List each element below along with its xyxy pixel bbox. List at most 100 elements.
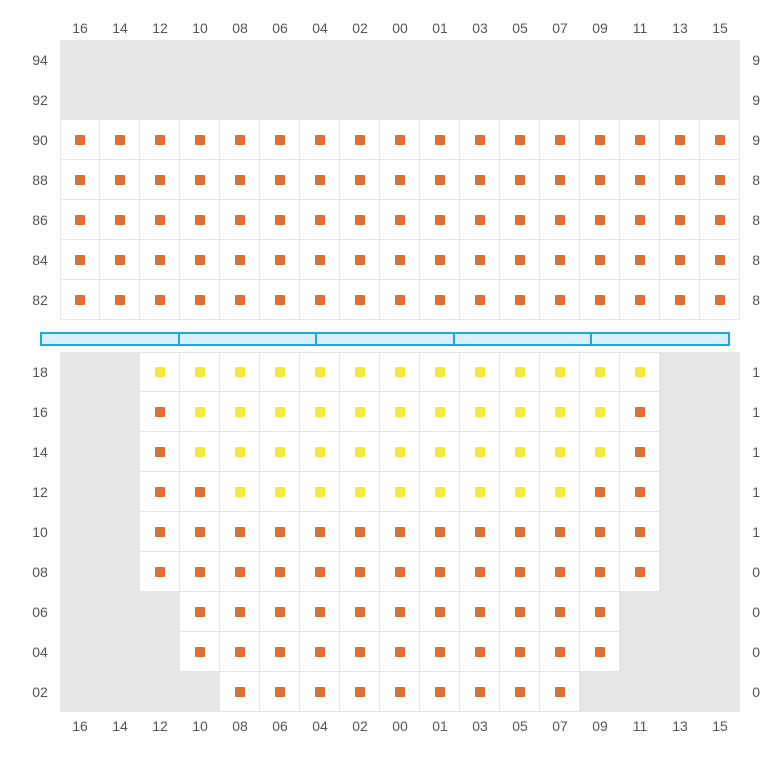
seat-cell[interactable] <box>220 472 260 512</box>
seat-cell[interactable] <box>60 240 100 280</box>
seat-cell[interactable] <box>140 512 180 552</box>
seat-cell[interactable] <box>180 512 220 552</box>
seat-cell[interactable] <box>140 352 180 392</box>
seat-cell[interactable] <box>140 472 180 512</box>
seat-cell[interactable] <box>660 280 700 320</box>
seat-cell[interactable] <box>620 512 660 552</box>
seat-cell[interactable] <box>620 120 660 160</box>
seat-cell[interactable] <box>540 632 580 672</box>
seat-cell[interactable] <box>140 160 180 200</box>
seat-cell[interactable] <box>260 200 300 240</box>
seat-cell[interactable] <box>260 280 300 320</box>
seat-cell[interactable] <box>140 120 180 160</box>
seat-cell[interactable] <box>460 432 500 472</box>
seat-cell[interactable] <box>340 392 380 432</box>
seat-cell[interactable] <box>380 472 420 512</box>
seat-cell[interactable] <box>700 120 740 160</box>
seat-cell[interactable] <box>100 280 140 320</box>
seat-cell[interactable] <box>540 672 580 712</box>
seat-cell[interactable] <box>380 552 420 592</box>
seat-cell[interactable] <box>500 512 540 552</box>
seat-cell[interactable] <box>140 552 180 592</box>
seat-cell[interactable] <box>260 672 300 712</box>
seat-cell[interactable] <box>180 280 220 320</box>
seat-cell[interactable] <box>300 552 340 592</box>
seat-cell[interactable] <box>460 120 500 160</box>
seat-cell[interactable] <box>380 592 420 632</box>
seat-cell[interactable] <box>260 632 300 672</box>
seat-cell[interactable] <box>380 432 420 472</box>
seat-cell[interactable] <box>620 160 660 200</box>
seat-cell[interactable] <box>540 200 580 240</box>
seat-cell[interactable] <box>180 392 220 432</box>
seat-cell[interactable] <box>420 352 460 392</box>
seat-cell[interactable] <box>460 392 500 432</box>
seat-cell[interactable] <box>140 392 180 432</box>
seat-cell[interactable] <box>420 672 460 712</box>
seat-cell[interactable] <box>100 240 140 280</box>
seat-cell[interactable] <box>500 672 540 712</box>
seat-cell[interactable] <box>540 352 580 392</box>
seat-cell[interactable] <box>100 120 140 160</box>
seat-cell[interactable] <box>660 160 700 200</box>
seat-cell[interactable] <box>300 432 340 472</box>
seat-cell[interactable] <box>300 632 340 672</box>
seat-cell[interactable] <box>380 240 420 280</box>
seat-cell[interactable] <box>100 200 140 240</box>
seat-cell[interactable] <box>300 120 340 160</box>
seat-cell[interactable] <box>540 120 580 160</box>
seat-cell[interactable] <box>580 280 620 320</box>
seat-cell[interactable] <box>700 240 740 280</box>
seat-cell[interactable] <box>420 472 460 512</box>
seat-cell[interactable] <box>620 280 660 320</box>
seat-cell[interactable] <box>340 280 380 320</box>
seat-cell[interactable] <box>140 432 180 472</box>
seat-cell[interactable] <box>580 592 620 632</box>
seat-cell[interactable] <box>260 472 300 512</box>
seat-cell[interactable] <box>180 160 220 200</box>
seat-cell[interactable] <box>660 240 700 280</box>
seat-cell[interactable] <box>220 240 260 280</box>
seat-cell[interactable] <box>260 160 300 200</box>
seat-cell[interactable] <box>180 592 220 632</box>
seat-cell[interactable] <box>220 392 260 432</box>
seat-cell[interactable] <box>620 552 660 592</box>
seat-cell[interactable] <box>620 392 660 432</box>
seat-cell[interactable] <box>300 240 340 280</box>
seat-cell[interactable] <box>180 200 220 240</box>
seat-cell[interactable] <box>540 552 580 592</box>
seat-cell[interactable] <box>660 200 700 240</box>
seat-cell[interactable] <box>340 432 380 472</box>
seat-cell[interactable] <box>220 280 260 320</box>
seat-cell[interactable] <box>700 160 740 200</box>
seat-cell[interactable] <box>260 512 300 552</box>
seat-cell[interactable] <box>500 392 540 432</box>
seat-cell[interactable] <box>300 200 340 240</box>
seat-cell[interactable] <box>460 552 500 592</box>
seat-cell[interactable] <box>580 472 620 512</box>
seat-cell[interactable] <box>180 120 220 160</box>
seat-cell[interactable] <box>340 160 380 200</box>
seat-cell[interactable] <box>580 552 620 592</box>
seat-cell[interactable] <box>540 280 580 320</box>
seat-cell[interactable] <box>340 512 380 552</box>
seat-cell[interactable] <box>420 392 460 432</box>
seat-cell[interactable] <box>340 592 380 632</box>
seat-cell[interactable] <box>500 352 540 392</box>
seat-cell[interactable] <box>260 120 300 160</box>
seat-cell[interactable] <box>300 512 340 552</box>
seat-cell[interactable] <box>460 672 500 712</box>
seat-cell[interactable] <box>500 432 540 472</box>
seat-cell[interactable] <box>420 632 460 672</box>
seat-cell[interactable] <box>460 240 500 280</box>
seat-cell[interactable] <box>300 592 340 632</box>
seat-cell[interactable] <box>620 432 660 472</box>
seat-cell[interactable] <box>580 632 620 672</box>
seat-cell[interactable] <box>340 632 380 672</box>
seat-cell[interactable] <box>60 160 100 200</box>
seat-cell[interactable] <box>540 392 580 432</box>
seat-cell[interactable] <box>380 200 420 240</box>
seat-cell[interactable] <box>380 672 420 712</box>
seat-cell[interactable] <box>260 352 300 392</box>
seat-cell[interactable] <box>380 280 420 320</box>
